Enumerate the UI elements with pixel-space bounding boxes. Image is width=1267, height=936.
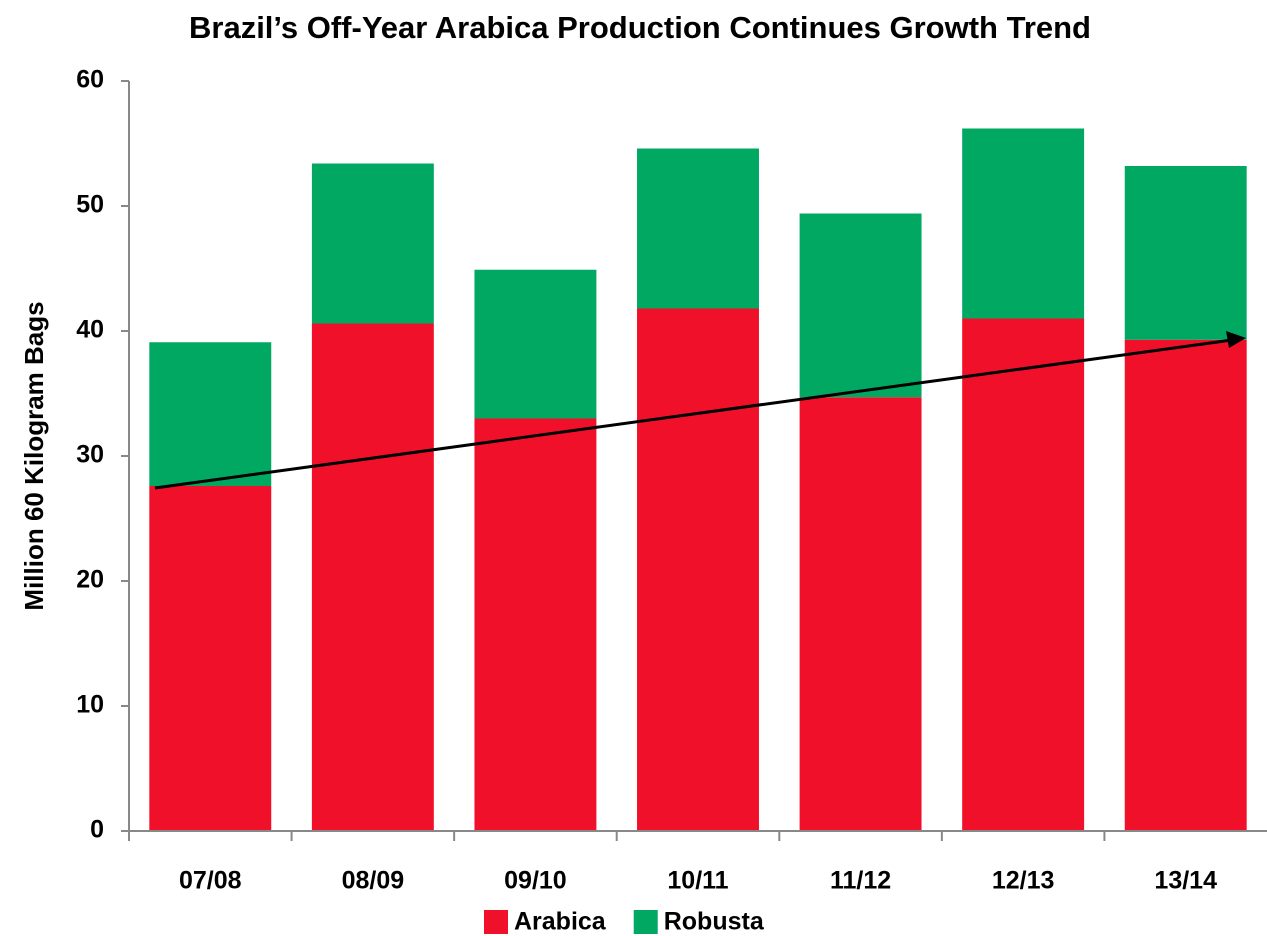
bar-segment: [637, 308, 759, 831]
bar-segment: [474, 418, 597, 831]
legend-label: Robusta: [664, 908, 765, 936]
bar-segment: [311, 323, 434, 831]
trend-arrow: [154, 331, 1246, 490]
bar-segment: [474, 269, 597, 419]
plot-area: 0 10 20 30 40 50 60 07/08 08/09 09/10 10/11 11/12 12…: [76, 66, 1267, 895]
bar-segment: [149, 486, 272, 831]
bar-segment: [799, 397, 922, 831]
x-tick-label: 11/12: [830, 867, 891, 895]
x-tick-label: 07/08: [179, 867, 242, 895]
y-tick-label: 10: [76, 691, 104, 719]
arrow-head: [1226, 331, 1246, 348]
y-tick-label: 40: [76, 316, 104, 344]
y-axis-label: Million 60 Kilogram Bags: [19, 301, 49, 610]
x-tick-label: 09/10: [504, 867, 567, 895]
bar-segment: [962, 318, 1085, 831]
x-tick-label: 13/14: [1154, 867, 1217, 895]
y-tick-label: 50: [76, 191, 104, 219]
legend-swatch: [484, 910, 508, 934]
legend-label: Arabica: [514, 908, 607, 936]
x-tick-label: 12/13: [992, 867, 1055, 895]
y-tick-label: 20: [76, 566, 104, 594]
y-tick-label: 60: [76, 66, 104, 94]
legend-swatch: [633, 910, 658, 934]
x-tick-label: 08/09: [342, 867, 405, 895]
y-tick-label: 30: [76, 441, 104, 469]
bar-segment: [311, 163, 434, 324]
bar-segment: [637, 148, 759, 309]
x-tick-label: 10/11: [667, 867, 728, 895]
bar-segment: [149, 342, 272, 486]
bar-segment: [962, 128, 1085, 319]
trend-line: [154, 338, 1233, 490]
bar-segment: [1124, 166, 1247, 340]
bar-segment: [1124, 339, 1247, 831]
y-tick-label: 0: [90, 816, 104, 844]
chart-title: Brazil’s Off-Year Arabica Production Con…: [189, 10, 1091, 45]
bar-segment: [799, 213, 922, 398]
